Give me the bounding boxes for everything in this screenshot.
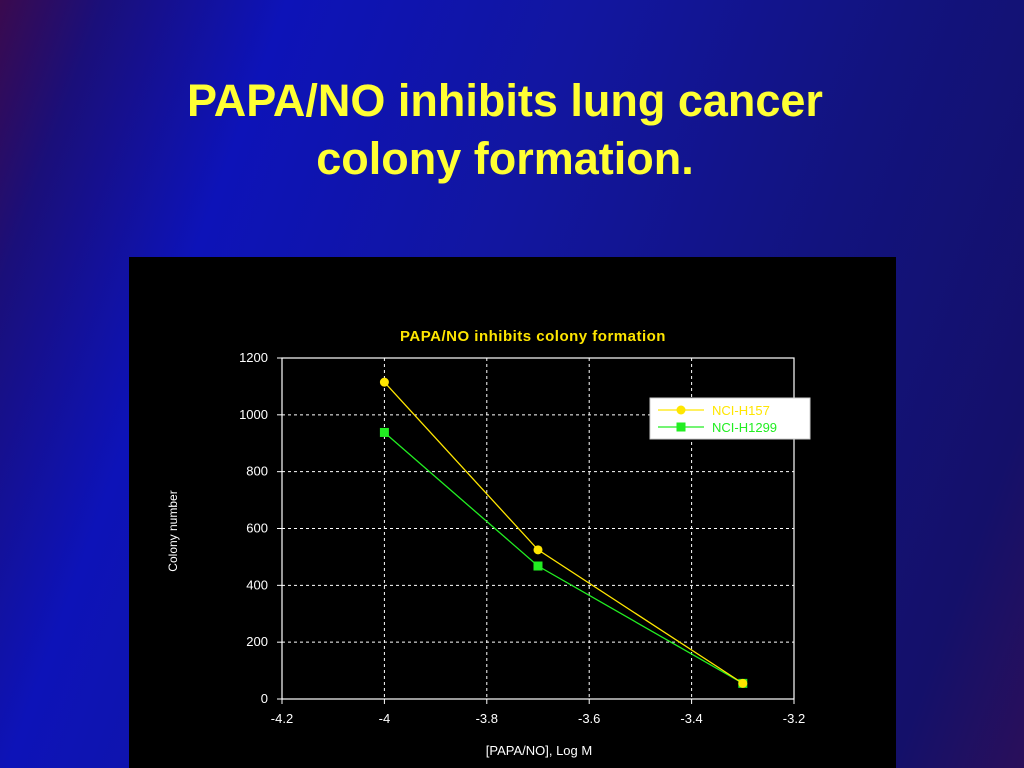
y-tick-label: 800 <box>246 464 268 479</box>
x-tick-label: -3.2 <box>783 711 805 726</box>
x-tick-label: -3.4 <box>680 711 702 726</box>
y-tick-label: 400 <box>246 577 268 592</box>
data-point <box>379 377 389 387</box>
series-nci-h157 <box>379 377 748 688</box>
legend-box <box>649 397 811 440</box>
plot-frame <box>281 357 795 700</box>
x-axis-label: [PAPA/NO], Log M <box>486 743 592 758</box>
y-tick-label: 200 <box>246 634 268 649</box>
x-tick-label: -3.6 <box>578 711 600 726</box>
data-point <box>533 545 543 555</box>
y-tick-label: 600 <box>246 521 268 536</box>
legend-label: NCI-H1299 <box>712 420 777 435</box>
x-tick-label: -3.8 <box>476 711 498 726</box>
series-line <box>383 431 744 684</box>
legend-marker <box>676 405 686 415</box>
slide-title-line-2: colony formation. <box>316 133 694 184</box>
data-point <box>738 678 748 688</box>
slide-title-line-1: PAPA/NO inhibits lung cancer <box>187 75 823 126</box>
x-tick-label: -4 <box>379 711 391 726</box>
y-tick-label: 1000 <box>239 407 268 422</box>
chart-title: PAPA/NO inhibits colony formation <box>400 328 666 345</box>
slide-title: PAPA/NO inhibits lung cancer colony form… <box>0 72 1010 188</box>
y-tick-label: 1200 <box>239 350 268 365</box>
x-tick-label: -4.2 <box>271 711 293 726</box>
legend: NCI-H157 NCI-H1299 <box>649 397 811 440</box>
chart-panel: PAPA/NO inhibits colony formation [PAPA/… <box>129 257 896 768</box>
tick-labels: 0 200 400 600 800 1000 1200 -4.2 -4 -3.8 -3.6 -3.4 -… <box>239 350 805 726</box>
colony-chart: PAPA/NO inhibits colony formation [PAPA/… <box>166 328 811 758</box>
y-axis-label: Colony number <box>166 490 180 571</box>
y-tick-label: 0 <box>261 691 268 706</box>
data-point <box>379 427 389 437</box>
data-point <box>533 561 543 571</box>
series-nci-h1299 <box>379 427 748 688</box>
series <box>379 377 748 688</box>
legend-marker <box>676 422 686 432</box>
legend-label: NCI-H157 <box>712 403 770 418</box>
